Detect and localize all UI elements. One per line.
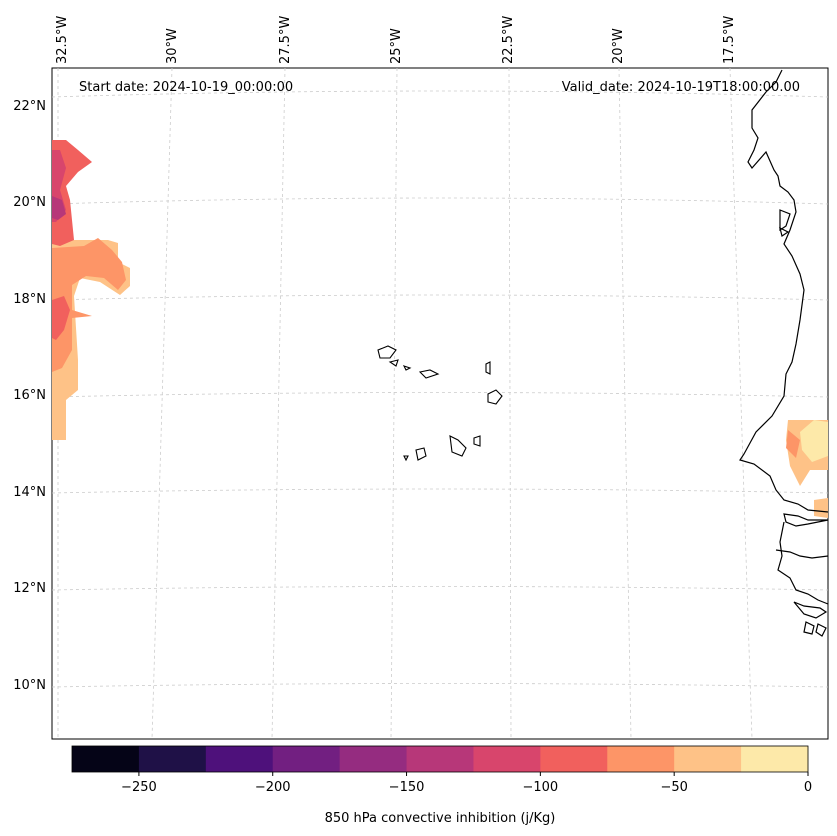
map-frame xyxy=(51,67,829,740)
lat-label: 18°N xyxy=(13,292,46,307)
lat-label: 22°N xyxy=(13,99,46,114)
cin-region-east-light xyxy=(800,420,828,462)
colorbar-segment xyxy=(205,746,274,772)
lon-label: 30°W xyxy=(165,28,180,64)
island-fogo xyxy=(415,447,427,461)
cin-region-coral-low xyxy=(52,296,70,340)
island-sao-vicente xyxy=(388,359,399,367)
colorbar-ticks: −250 −200 −150 −100 −50 0 xyxy=(121,772,812,795)
start-date-label: Start date: 2024-10-19_00:00:00 xyxy=(79,80,293,95)
colorbar-segment xyxy=(607,746,675,772)
lat-label: 14°N xyxy=(13,485,46,500)
colorbar-tick-label: −50 xyxy=(660,780,687,795)
cin-field-west xyxy=(52,140,130,440)
colorbar-tick-label: 0 xyxy=(804,780,812,795)
colorbar xyxy=(72,746,809,772)
colorbar-segment xyxy=(741,746,809,772)
colorbar-segment xyxy=(72,746,140,772)
colorbar-tick-label: −100 xyxy=(523,780,559,795)
lon-label: 20°W xyxy=(611,28,626,64)
colorbar-tick-label: −200 xyxy=(255,780,291,795)
valid-date-label: Valid_date: 2024-10-19T18:00:00.00 xyxy=(562,80,800,95)
lon-label: 25°W xyxy=(389,28,404,64)
colorbar-tick-label: −150 xyxy=(389,780,425,795)
island-santa-luzia xyxy=(402,365,412,371)
latitude-labels: 22°N 20°N 18°N 16°N 14°N 12°N 10°N xyxy=(13,99,46,693)
cin-region-peach-tail xyxy=(52,376,66,440)
cin-field-east xyxy=(786,420,828,518)
island-boa-vista xyxy=(487,389,503,405)
colorbar-segment xyxy=(138,746,207,772)
cin-region-plum xyxy=(52,196,66,220)
lon-label: 32.5°W xyxy=(55,16,70,64)
lon-label: 27.5°W xyxy=(278,16,293,64)
colorbar-segment xyxy=(339,746,408,772)
colorbar-segment xyxy=(674,746,742,772)
island-sal xyxy=(485,361,491,375)
longitude-labels: 32.5°W 30°W 27.5°W 25°W 22.5°W 20°W 17.5… xyxy=(55,16,737,64)
cape-verde-islands xyxy=(377,345,503,462)
colorbar-segment xyxy=(473,746,541,772)
island-santiago xyxy=(449,435,467,457)
lat-label: 20°N xyxy=(13,195,46,210)
lon-label: 22.5°W xyxy=(501,16,516,64)
colorbar-label: 850 hPa convective inhibition (j/Kg) xyxy=(325,811,556,826)
island-santo-antao xyxy=(377,345,397,359)
island-sao-nicolau xyxy=(418,369,440,379)
cin-region-orange xyxy=(52,238,126,372)
lon-label: 17.5°W xyxy=(722,16,737,64)
colorbar-segment xyxy=(406,746,474,772)
map-gridlines xyxy=(51,67,829,740)
colorbar-segment xyxy=(272,746,341,772)
cin-region-east-orange xyxy=(786,430,800,458)
colorbar-tick-label: −250 xyxy=(121,780,157,795)
colorbar-segment xyxy=(540,746,608,772)
island-brava xyxy=(403,455,409,462)
lat-label: 12°N xyxy=(13,581,46,596)
africa-coastline xyxy=(739,69,829,637)
colorbar-frame xyxy=(71,745,809,773)
lat-label: 10°N xyxy=(13,678,46,693)
island-maio xyxy=(473,435,481,447)
lat-label: 16°N xyxy=(13,388,46,403)
cin-region-east-peach-low xyxy=(814,498,828,518)
